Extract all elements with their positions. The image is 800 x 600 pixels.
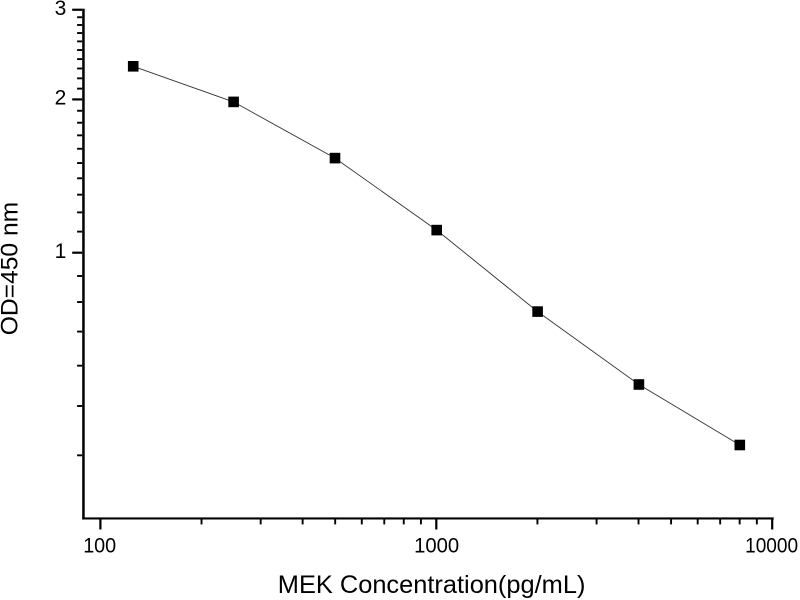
svg-text:10000: 10000 bbox=[745, 534, 798, 557]
svg-text:1: 1 bbox=[55, 240, 67, 263]
svg-text:1000: 1000 bbox=[414, 534, 459, 557]
svg-text:OD=450 nm: OD=450 nm bbox=[0, 202, 24, 336]
svg-text:2: 2 bbox=[55, 87, 67, 110]
svg-text:MEK Concentration(pg/mL): MEK Concentration(pg/mL) bbox=[278, 571, 586, 599]
svg-text:3: 3 bbox=[55, 0, 67, 20]
svg-text:100: 100 bbox=[83, 534, 116, 557]
